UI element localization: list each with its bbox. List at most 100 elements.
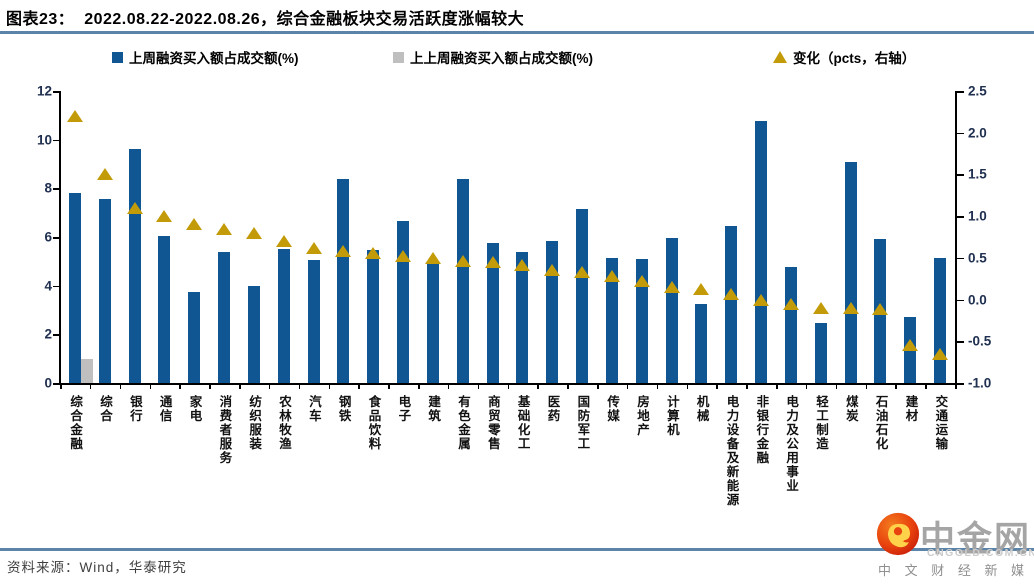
x-axis-label: 交通运输 bbox=[933, 395, 948, 451]
bar-last-week bbox=[486, 243, 499, 383]
change-marker bbox=[633, 275, 650, 288]
x-axis-tick bbox=[358, 385, 360, 389]
y-axis-left-tick-label: 6 bbox=[44, 229, 52, 245]
x-axis-label: 钢铁 bbox=[336, 395, 351, 423]
x-axis-tick bbox=[268, 385, 271, 389]
change-marker bbox=[454, 255, 471, 268]
x-axis-tick bbox=[925, 385, 927, 389]
y-axis-left-tick bbox=[53, 285, 60, 288]
y-axis-left-tick-label: 0 bbox=[44, 375, 52, 391]
y-axis-left-tick-label: 8 bbox=[44, 180, 52, 196]
x-axis-tick bbox=[89, 385, 92, 389]
change-marker bbox=[663, 281, 680, 294]
y-axis-right bbox=[955, 91, 957, 383]
x-axis-tick bbox=[209, 385, 211, 389]
y-axis-right-tick bbox=[957, 91, 964, 93]
change-marker bbox=[872, 302, 889, 315]
y-axis-right-tick bbox=[957, 132, 964, 135]
change-marker bbox=[365, 246, 382, 259]
x-axis-tick bbox=[626, 385, 629, 389]
x-axis-tick bbox=[119, 385, 122, 389]
change-marker bbox=[693, 282, 710, 295]
change-marker bbox=[395, 250, 412, 263]
bar-last-week bbox=[516, 251, 529, 383]
y-axis-right-tick bbox=[957, 299, 964, 302]
x-axis-label: 房地产 bbox=[635, 395, 649, 437]
change-marker bbox=[484, 256, 501, 269]
x-axis-tick bbox=[686, 385, 688, 389]
x-axis-tick bbox=[567, 385, 569, 389]
bar-last-week bbox=[277, 249, 290, 383]
y-axis-right-tick bbox=[957, 257, 964, 260]
y-axis-left-tick-label: 2 bbox=[44, 326, 52, 342]
y-axis-right-tick bbox=[957, 341, 964, 343]
x-axis-label: 商贸零售 bbox=[485, 395, 500, 451]
bar-last-week bbox=[397, 221, 410, 383]
change-marker bbox=[156, 210, 173, 223]
x-axis-tick bbox=[805, 385, 808, 389]
y-axis-right-tick-label: 2.5 bbox=[968, 83, 987, 99]
bar-last-week bbox=[665, 238, 678, 383]
x-axis-label: 建材 bbox=[903, 395, 918, 423]
bar-last-week bbox=[68, 193, 81, 383]
x-axis-tick bbox=[447, 385, 450, 389]
y-axis-left-tick-label: 4 bbox=[44, 278, 52, 294]
change-marker bbox=[723, 287, 740, 300]
x-axis-label: 农林牧渔 bbox=[277, 395, 291, 451]
change-marker bbox=[932, 347, 949, 360]
bar-last-week bbox=[337, 178, 350, 383]
x-axis-tick bbox=[656, 385, 659, 389]
y-axis-right-tick-label: 2.0 bbox=[968, 125, 987, 141]
x-axis-label: 综合金融 bbox=[68, 395, 83, 451]
legend-item-last-week: 上周融资买入额占成交额(%) bbox=[112, 49, 299, 66]
y-axis-left-tick bbox=[53, 91, 60, 93]
logo-name: 中金网 bbox=[920, 520, 1032, 559]
logo-domain: CNGOLD.COM.CN bbox=[927, 547, 1034, 559]
y-axis-right-tick-label: -0.5 bbox=[968, 333, 992, 349]
y-axis-right-tick-label: 1.0 bbox=[968, 208, 987, 224]
bar-last-week bbox=[635, 258, 648, 383]
y-axis-right-tick-label: 0.0 bbox=[968, 292, 987, 308]
bar-last-week bbox=[367, 250, 380, 383]
y-axis-right-tick-label: 0.5 bbox=[968, 250, 987, 266]
change-marker bbox=[812, 301, 829, 314]
y-axis-left bbox=[59, 91, 61, 383]
x-axis-tick bbox=[895, 385, 897, 389]
x-axis-label: 传媒 bbox=[605, 395, 620, 423]
x-axis-tick bbox=[179, 385, 181, 389]
bar-last-week bbox=[218, 251, 231, 383]
change-marker bbox=[126, 201, 143, 214]
x-axis-label: 非银行金融 bbox=[754, 395, 769, 465]
x-axis-tick bbox=[149, 385, 151, 389]
x-axis-label: 煤炭 bbox=[843, 395, 858, 423]
change-marker bbox=[245, 226, 262, 239]
footer-divider bbox=[0, 548, 1034, 551]
bar-last-week bbox=[247, 285, 260, 383]
bar-last-week bbox=[844, 161, 857, 383]
x-axis-tick bbox=[328, 385, 330, 389]
y-axis-right-tick bbox=[957, 383, 964, 385]
legend-item-prev-week: 上上周融资买入额占成交额(%) bbox=[393, 49, 593, 66]
site-logo: 中金网 CNGOLD.COM.CN 中 文 财 经 新 媒 体 bbox=[872, 505, 1034, 583]
x-axis-label: 银行 bbox=[127, 395, 142, 423]
change-marker bbox=[424, 251, 441, 264]
x-axis-tick bbox=[418, 385, 420, 389]
x-axis-label: 食品饮料 bbox=[366, 395, 381, 451]
y-axis-right-tick-label: 1.5 bbox=[968, 166, 987, 182]
bar-last-week bbox=[695, 303, 708, 383]
legend-label: 变化（pcts，右轴） bbox=[793, 51, 916, 66]
change-marker bbox=[66, 110, 83, 123]
x-axis-tick bbox=[537, 385, 539, 389]
bar-last-week bbox=[188, 291, 201, 383]
bar-last-week bbox=[426, 261, 439, 383]
change-marker bbox=[603, 270, 620, 283]
change-marker bbox=[275, 235, 292, 248]
change-marker bbox=[753, 293, 770, 306]
y-axis-right-tick bbox=[957, 174, 964, 176]
x-axis-label: 消费者服务 bbox=[217, 395, 232, 465]
legend-triangle-icon bbox=[773, 51, 787, 63]
x-axis-label: 医药 bbox=[545, 395, 560, 423]
x-axis-tick bbox=[835, 385, 838, 389]
bar-last-week bbox=[784, 267, 797, 383]
